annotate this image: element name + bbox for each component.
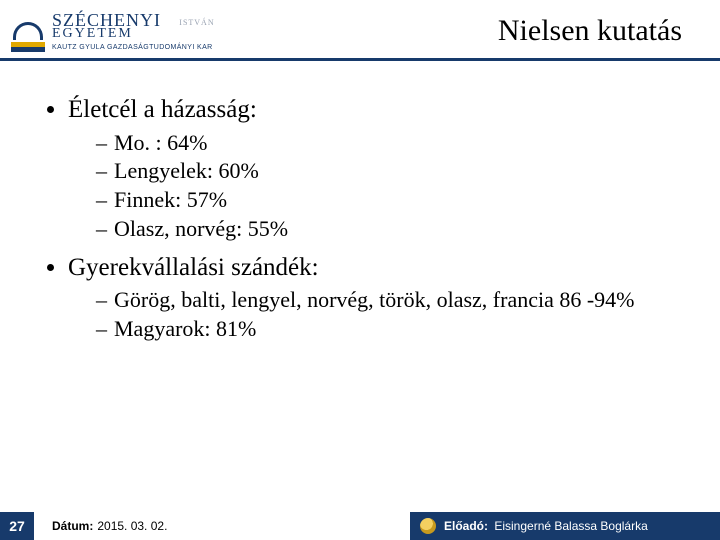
- logo-istvan: ISTVÁN: [179, 19, 214, 27]
- logo-line2-text: EGYETEM: [52, 26, 133, 41]
- bullet-text: Életcél a házasság:: [68, 96, 257, 123]
- presenter-text: Előadó: Eisingerné Balassa Boglárka: [444, 519, 648, 533]
- footer-date: Dátum: 2015. 03. 02.: [34, 512, 410, 540]
- sub-bullet-list: Görög, balti, lengyel, norvég, török, ol…: [68, 287, 682, 343]
- logo-faculty: KAUTZ GYULA GAZDASÁGTUDOMÁNYI KAR: [52, 44, 213, 51]
- presenter-icon: [420, 518, 436, 534]
- date-value: 2015. 03. 02.: [97, 519, 167, 533]
- presenter-label: Előadó:: [444, 519, 488, 533]
- sub-bullet-item: Finnek: 57%: [96, 187, 682, 214]
- logo-mark-icon: [10, 10, 46, 52]
- date-label: Dátum:: [52, 519, 93, 533]
- sub-bullet-item: Lengyelek: 60%: [96, 158, 682, 185]
- sub-bullet-item: Olasz, norvég: 55%: [96, 216, 682, 243]
- bullet-text: Gyerekvállalási szándék:: [68, 254, 319, 281]
- footer-presenter: Előadó: Eisingerné Balassa Boglárka: [410, 512, 720, 540]
- sub-bullet-item: Mo. : 64%: [96, 130, 682, 157]
- sub-bullet-list: Mo. : 64% Lengyelek: 60% Finnek: 57% Ola…: [68, 130, 682, 243]
- logo-line2: ISTVÁN EGYETEM: [52, 27, 213, 41]
- page-number: 27: [0, 512, 34, 540]
- bullet-item: Életcél a házasság: Mo. : 64% Lengyelek:…: [68, 95, 682, 243]
- sub-bullet-item: Magyarok: 81%: [96, 316, 682, 343]
- slide: SZÉCHENYI ISTVÁN EGYETEM KAUTZ GYULA GAZ…: [0, 0, 720, 540]
- footer: 27 Dátum: 2015. 03. 02. Előadó: Eisinger…: [0, 512, 720, 540]
- presenter-name: Eisingerné Balassa Boglárka: [494, 519, 647, 533]
- header: SZÉCHENYI ISTVÁN EGYETEM KAUTZ GYULA GAZ…: [0, 0, 720, 58]
- logo-text: SZÉCHENYI ISTVÁN EGYETEM KAUTZ GYULA GAZ…: [52, 11, 213, 51]
- bullet-item: Gyerekvállalási szándék: Görög, balti, l…: [68, 253, 682, 343]
- slide-title: Nielsen kutatás: [213, 14, 710, 48]
- university-logo: SZÉCHENYI ISTVÁN EGYETEM KAUTZ GYULA GAZ…: [10, 10, 213, 52]
- slide-body: Életcél a házasság: Mo. : 64% Lengyelek:…: [0, 61, 720, 512]
- sub-bullet-item: Görög, balti, lengyel, norvég, török, ol…: [96, 287, 682, 314]
- bullet-list: Életcél a házasság: Mo. : 64% Lengyelek:…: [36, 95, 682, 343]
